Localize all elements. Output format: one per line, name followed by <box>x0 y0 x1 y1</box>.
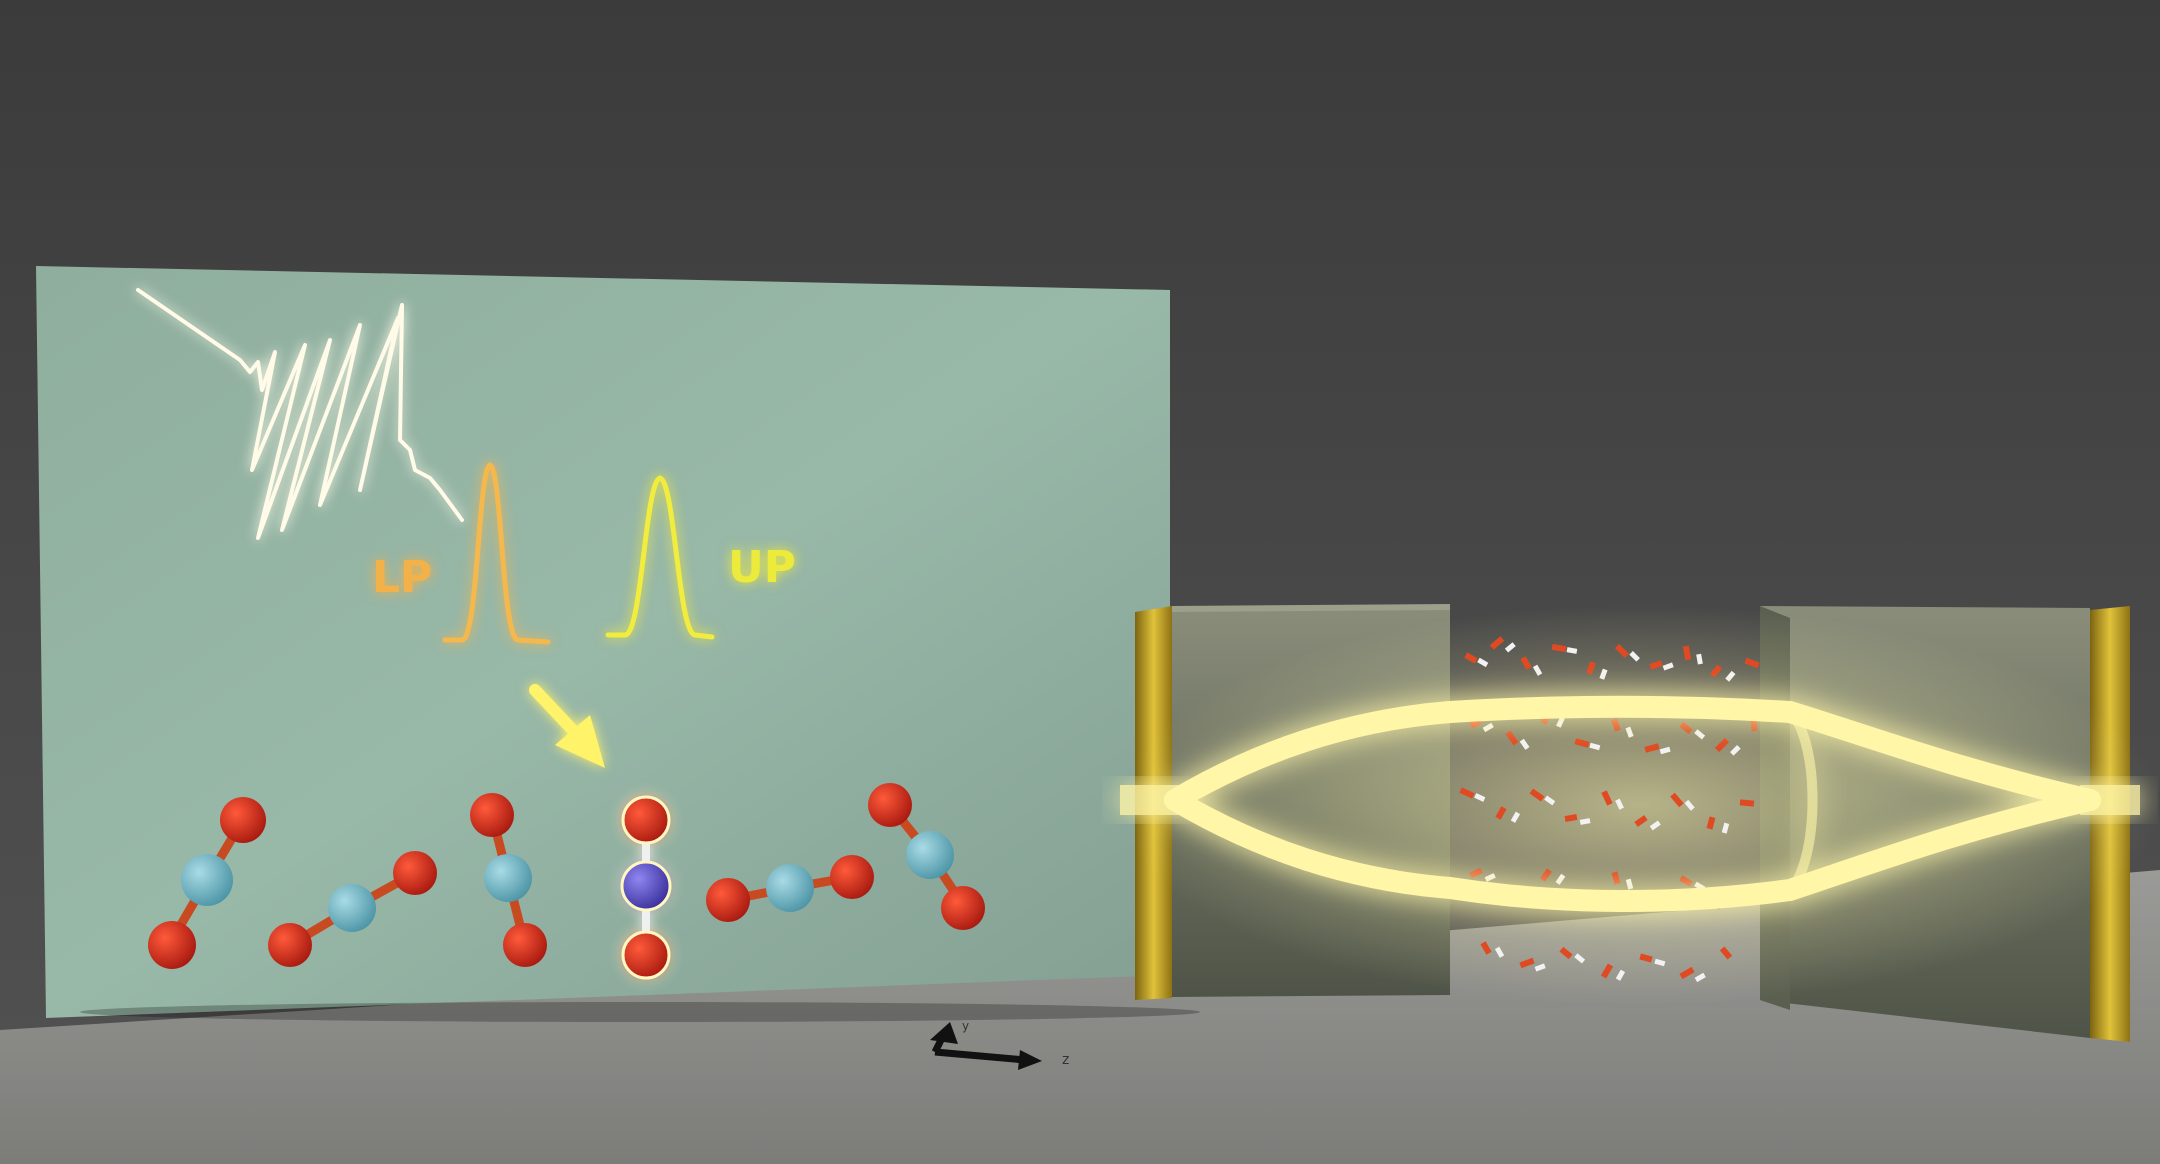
lp-peak: LP <box>372 462 551 645</box>
up-peak: UP <box>605 475 796 640</box>
cavity-light-beam <box>1164 695 2101 913</box>
molecule-5 <box>706 855 874 922</box>
arrow-icon <box>529 684 605 768</box>
molecule-6 <box>868 783 985 930</box>
display-panel: LP UP <box>36 266 1170 1018</box>
lp-label: LP <box>372 552 432 603</box>
excited-molecule <box>620 795 672 980</box>
laser-pulse-icon <box>136 288 464 540</box>
axis-z-label: z <box>1062 1052 1069 1068</box>
up-label: UP <box>728 542 796 593</box>
optical-cavity <box>1120 604 2160 1042</box>
axis-icon: z y <box>930 1019 1069 1070</box>
axis-y-label: y <box>962 1019 969 1033</box>
molecule-2 <box>268 851 437 967</box>
panel-shadow <box>80 1002 1200 1022</box>
molecule-3 <box>470 793 547 967</box>
molecule-1 <box>148 797 266 969</box>
